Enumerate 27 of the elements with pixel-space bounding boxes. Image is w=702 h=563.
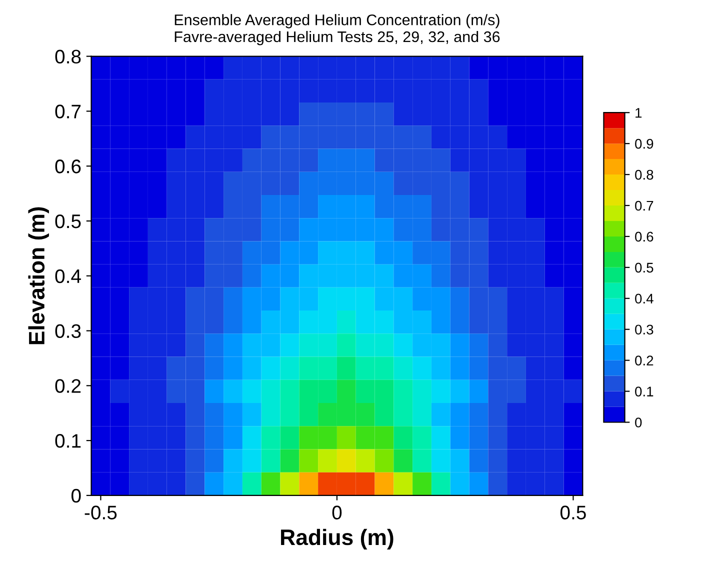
x-axis-title: Radius (m) <box>281 528 394 550</box>
y-tick-label: 0.4 <box>55 269 81 284</box>
y-tick-label: 0.6 <box>55 160 81 174</box>
y-tick-label: 0.1 <box>55 434 81 448</box>
x-tick-label: 0.5 <box>560 506 586 520</box>
y-tick-label: 0.3 <box>55 324 81 338</box>
chart-subtitle: Favre-averaged Helium Tests 25, 29, 32, and 36 <box>174 30 500 46</box>
color-bar-label: 0.8 <box>635 170 654 180</box>
color-bar-label: 0.5 <box>635 262 654 273</box>
x-tick-label: 0 <box>332 506 342 520</box>
color-bar-label: 0.4 <box>635 294 654 304</box>
y-tick-label: 0.8 <box>55 50 81 64</box>
y-tick-label: 0.2 <box>55 379 81 393</box>
chart-title: Ensemble Averaged Helium Concentration (m/s) <box>174 14 500 28</box>
color-bar-label: 0.2 <box>635 356 654 366</box>
color-bar-label: 1 <box>636 108 642 118</box>
y-tick-label: 0 <box>71 488 81 503</box>
y-axis-title: Elevation (m) <box>28 207 49 344</box>
color-bar-label: 0.1 <box>635 386 654 396</box>
color-bar-label: 0.6 <box>635 232 654 242</box>
color-bar-label: 0 <box>635 418 642 428</box>
color-bar-label: 0.9 <box>635 138 654 149</box>
color-bar-label: 0.7 <box>635 200 654 211</box>
y-tick-label: 0.7 <box>55 104 81 118</box>
y-tick-label: 0.5 <box>55 214 81 228</box>
color-bar-label: 0.3 <box>635 324 654 335</box>
x-tick-label: -0.5 <box>84 506 117 520</box>
